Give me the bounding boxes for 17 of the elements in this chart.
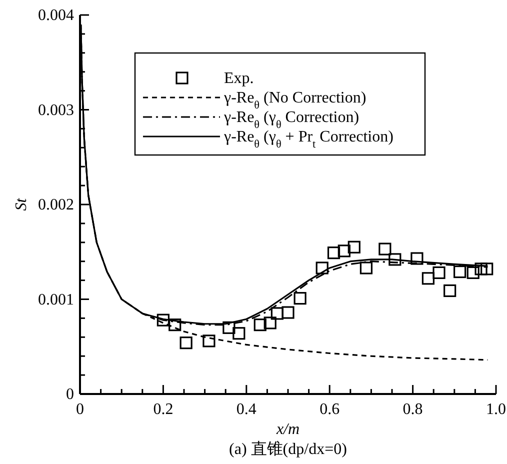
x-tick-label: 0.8 bbox=[402, 401, 423, 418]
text: (a) 直锥(dp/dx=0) bbox=[229, 440, 347, 458]
x-axis-title: x/m bbox=[275, 421, 300, 438]
legend-label: γ-Re$_{θ}$ (γ$_{θ}$ + Pr$_{t}$ Correction) bbox=[223, 128, 394, 150]
y-tick-label: 0.002 bbox=[38, 196, 74, 214]
x-tick-label: 1.0 bbox=[486, 401, 506, 418]
y-tick-label: 0.003 bbox=[38, 102, 74, 119]
x-tick-label: 0.2 bbox=[153, 401, 174, 418]
legend-label: γ-Re$_{θ}$ (γ$_{θ}$ Correction) bbox=[223, 109, 360, 131]
legend-label: Exp. bbox=[224, 70, 254, 87]
x-tick-label: 0.6 bbox=[320, 401, 340, 418]
legend-label: γ-Re$_{θ}$ (No Correction) bbox=[223, 90, 366, 112]
x-tick-label: 0.4 bbox=[236, 401, 256, 418]
y-tick-label: 0.004 bbox=[38, 7, 74, 24]
y-tick-label: 0 bbox=[66, 386, 74, 403]
y-axis-title: St bbox=[13, 198, 30, 211]
y-tick-label: 0.001 bbox=[38, 291, 74, 308]
